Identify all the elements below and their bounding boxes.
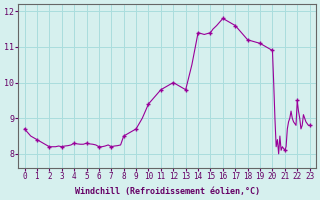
X-axis label: Windchill (Refroidissement éolien,°C): Windchill (Refroidissement éolien,°C) — [75, 187, 260, 196]
